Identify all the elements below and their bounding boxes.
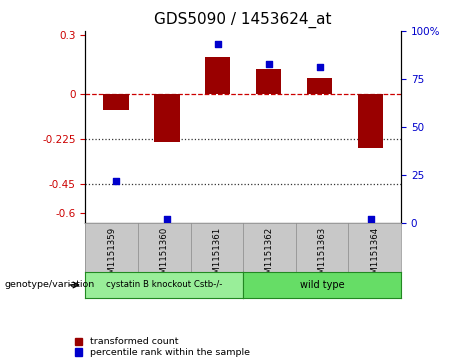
Point (265, 61, 272, 66)
Text: cystatin B knockout Cstb-/-: cystatin B knockout Cstb-/- (106, 281, 222, 289)
Text: genotype/variation: genotype/variation (5, 281, 95, 289)
Bar (205, 57, 230, 94)
Text: GSM1151363: GSM1151363 (318, 227, 327, 285)
Text: GSM1151359: GSM1151359 (107, 227, 116, 285)
Legend: transformed count, percentile rank within the sample: transformed count, percentile rank withi… (74, 337, 251, 358)
Text: GSM1151362: GSM1151362 (265, 227, 274, 285)
Point (112, 178, 119, 184)
Text: GSM1151360: GSM1151360 (160, 227, 169, 285)
Point (367, 216, 374, 222)
Point (163, 216, 171, 222)
Title: GDS5090 / 1453624_at: GDS5090 / 1453624_at (154, 12, 332, 28)
Bar (307, 78, 332, 94)
Bar (103, 94, 129, 110)
Point (316, 65, 323, 70)
Bar (358, 94, 383, 148)
Bar (154, 94, 179, 142)
Text: GSM1151364: GSM1151364 (370, 227, 379, 285)
Bar (256, 69, 281, 94)
Text: GSM1151361: GSM1151361 (213, 227, 221, 285)
Text: wild type: wild type (300, 280, 344, 290)
Point (214, 41, 221, 47)
